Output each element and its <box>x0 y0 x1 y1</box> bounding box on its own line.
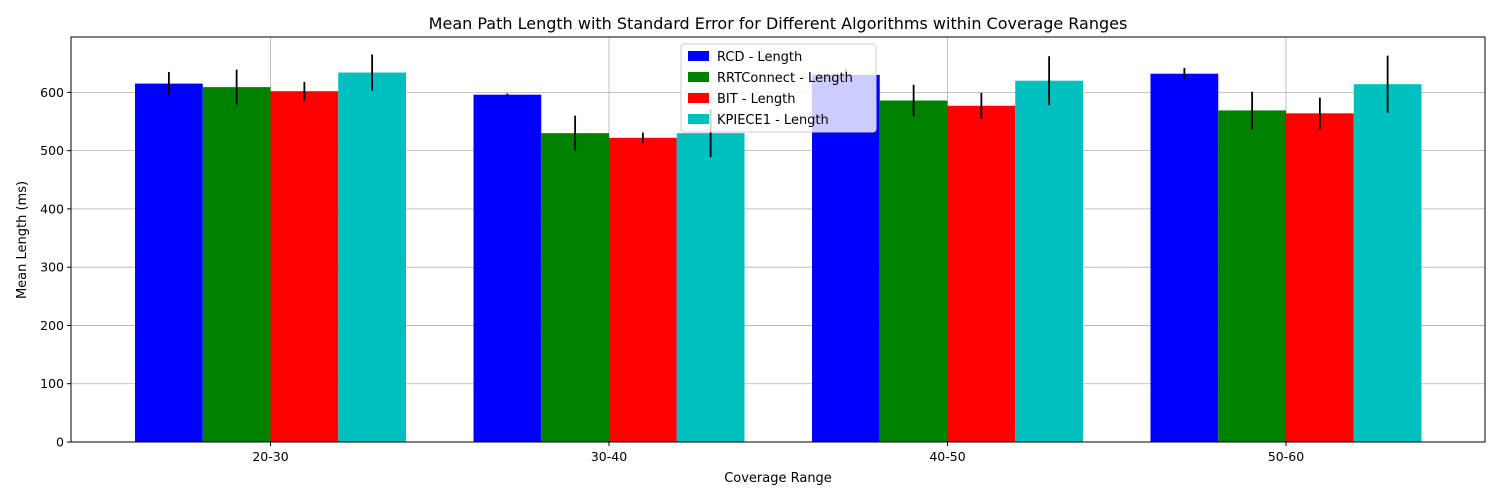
bar <box>879 100 948 443</box>
x-tick-label: 30-40 <box>591 449 627 464</box>
legend-swatch <box>688 72 709 82</box>
plot-frame <box>70 36 1486 443</box>
legend-label: RRTConnect - Length <box>717 71 853 86</box>
legend-swatch <box>688 93 709 103</box>
legend-label: BIT - Length <box>717 92 796 107</box>
bar <box>135 83 203 442</box>
y-tick-label: 100 <box>40 376 64 391</box>
x-axis-label: Coverage Range <box>724 471 832 486</box>
y-tick-label: 200 <box>40 318 64 333</box>
bar <box>947 105 1016 443</box>
bar <box>676 133 745 443</box>
y-axis-label: Mean Length (ms) <box>15 181 30 299</box>
legend-swatch <box>688 51 709 61</box>
y-tick-label: 600 <box>40 85 64 100</box>
y-tick-label: 300 <box>40 260 64 275</box>
legend-label: RCD - Length <box>717 50 802 65</box>
bar <box>270 91 339 442</box>
y-axis: 0 100 200 300 400 500 600 <box>40 85 71 450</box>
bar <box>541 133 609 443</box>
bar <box>202 87 271 442</box>
bar <box>609 137 677 443</box>
y-tick-label: 0 <box>56 435 64 450</box>
y-tick-label: 500 <box>40 143 64 158</box>
legend-box <box>680 43 877 133</box>
bar <box>1218 110 1286 442</box>
bar <box>338 72 406 443</box>
bar <box>1015 80 1083 443</box>
bar <box>473 94 542 443</box>
x-axis: 20-30 30-40 40-50 50-60 <box>252 442 1304 464</box>
error-bars <box>167 54 1389 158</box>
chart-title: Mean Path Length with Standard Error for… <box>429 14 1128 33</box>
bars <box>135 72 1422 443</box>
x-tick-label: 20-30 <box>252 449 288 464</box>
legend-label: KPIECE1 - Length <box>717 113 829 128</box>
y-tick-label: 400 <box>40 201 64 216</box>
bar <box>1286 113 1354 442</box>
legend: RCD - Length RRTConnect - Length BIT - Len… <box>680 43 877 133</box>
bar <box>1150 73 1219 443</box>
x-tick-label: 50-60 <box>1268 449 1304 464</box>
legend-swatch <box>688 114 709 124</box>
bar <box>812 74 880 443</box>
x-tick-label: 40-50 <box>929 449 965 464</box>
bar <box>1353 84 1422 442</box>
